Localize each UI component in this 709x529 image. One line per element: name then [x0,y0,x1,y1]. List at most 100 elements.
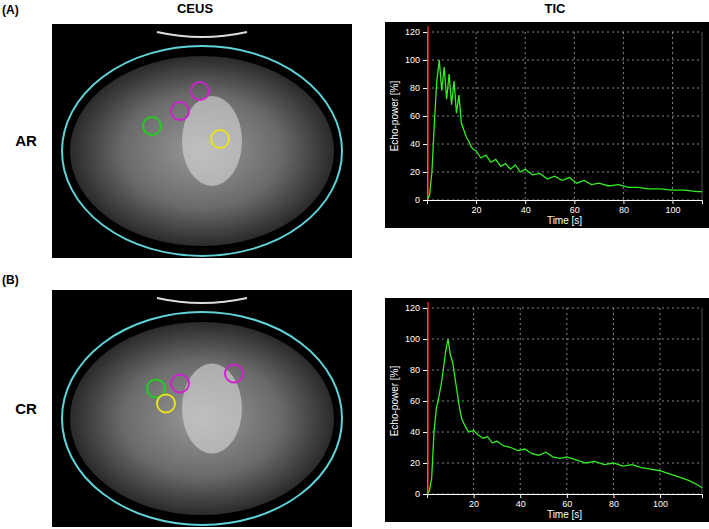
grid-line [660,308,661,494]
tick: 0 [415,195,427,205]
tick-mark [423,401,427,402]
tick-label: 40 [521,205,531,215]
tick: 20 [410,458,427,468]
row-label: CR [15,400,37,417]
figure: CEUSTIC(A)AR(B)CR02040608010012020406080… [0,0,709,529]
roi [143,117,161,135]
tick-mark [613,494,614,498]
grid-line [427,60,702,61]
tick-label: 20 [472,205,482,215]
grid [427,308,702,494]
x-axis-title: Time [s] [547,215,582,226]
tick-label: 20 [469,499,479,509]
frame-line [702,308,703,494]
tick-mark [476,200,477,204]
y-axis: 020406080100120 [405,303,428,499]
axis-line [423,309,428,495]
grid-line [473,308,474,494]
plot-area [427,339,702,494]
tick: 20 [472,200,482,215]
tissue-region [70,322,334,515]
tick-label: 100 [666,205,681,215]
x-axis: 20406080100 [428,494,703,509]
tick-mark [423,339,427,340]
roi [225,365,243,383]
tick: 80 [619,200,629,215]
grid-line [520,308,521,494]
y-axis: 0 20 40 60 80 100 120 [405,27,428,205]
tick: 120 [405,303,427,313]
tick-label: 0 [415,195,420,205]
tick-mark [423,463,427,464]
tick-mark [525,200,526,204]
tick: 60 [570,200,580,215]
grid-line [672,32,673,200]
column-title: TIC [545,1,567,16]
tick-label: 80 [619,205,629,215]
roi [211,130,229,148]
organ-outline [62,46,342,256]
tic-line [427,339,702,494]
tick: 20 [469,494,479,509]
tick-label: 60 [562,499,572,509]
tick: 120 [405,27,427,37]
ceus-image [52,290,352,527]
chart-background [385,298,709,522]
grid-line [427,116,702,117]
tick: 40 [410,427,427,437]
roi [171,102,189,120]
tick: 80 [609,494,619,509]
tick-mark [520,494,521,498]
tick-mark [423,88,427,89]
tissue-region [70,56,334,246]
chart-background [385,22,709,228]
grid [427,32,702,200]
tick-label: 40 [410,139,420,149]
tick-mark [567,494,568,498]
tick-label: 60 [410,396,420,406]
time-cursor [427,26,429,200]
tick-label: 120 [405,27,420,37]
tick-mark [474,494,475,498]
tick-mark [423,308,427,309]
y-axis-title: Echo-power [%] [389,80,400,151]
panel-label: (A) [2,3,19,17]
row-label: AR [15,132,37,149]
tick: 60 [410,396,427,406]
tick-label: 20 [410,167,420,177]
x-axis: 20 40 60 80 100 [428,200,703,215]
tick-mark [423,60,427,61]
tick-mark [423,494,427,495]
tick-mark [574,200,575,204]
tick: 60 [410,111,427,121]
x-axis-title: Time [s] [547,509,582,520]
tick: 100 [405,55,427,65]
tick: 80 [410,83,427,93]
tick-label: 0 [415,489,420,499]
y-axis-title: Echo-power [%] [389,365,400,436]
grid-line [427,463,702,464]
tick-mark [423,144,427,145]
tick: 100 [653,494,668,509]
grid-line [476,32,477,200]
grid-line [427,308,702,309]
tick-label: 80 [609,499,619,509]
grid-line [574,32,575,200]
frame-line [702,32,703,200]
grid-line [613,308,614,494]
panel-label: (B) [2,273,19,287]
grid-line [427,401,702,402]
tic-chart: 0 20 40 60 80 100 120 20 40 60 80 100 Time [s] Echo-p… [385,22,709,228]
tick-label: 80 [410,83,420,93]
image-background [52,24,352,258]
grid-line [623,32,624,200]
tick-label: 100 [653,499,668,509]
ceus-image [52,24,352,258]
tick: 0 [415,489,427,499]
grid-line [427,144,702,145]
tick-label: 40 [410,427,420,437]
image-background [52,290,352,527]
tick-mark [423,432,427,433]
grid-line [525,32,526,200]
organ-outline [62,312,342,525]
